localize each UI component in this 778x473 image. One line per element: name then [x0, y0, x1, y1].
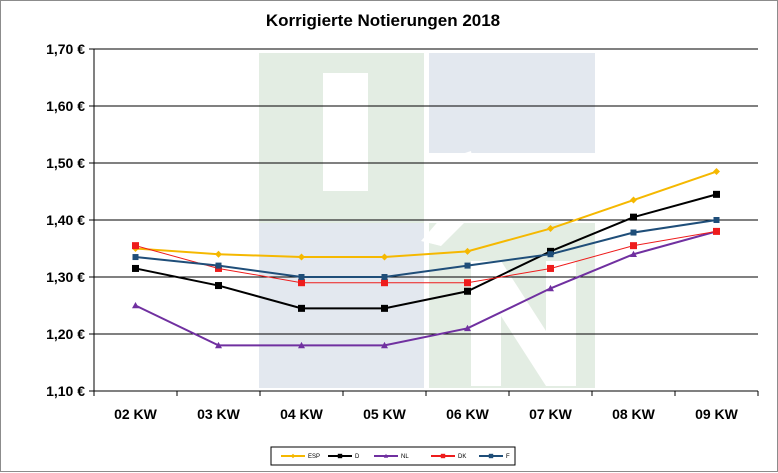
data-point-f: [464, 262, 471, 269]
legend-marker-esp: [290, 453, 296, 459]
series-line-dk: [135, 230, 717, 284]
data-point-esp: [215, 250, 222, 258]
data-point-dk: [381, 279, 388, 287]
data-point-nl: [298, 341, 305, 349]
legend: ESP D NL DK F: [270, 446, 516, 466]
data-point-nl: [132, 302, 139, 309]
x-axis-ticks: 02 KW 03 KW 04 KW 05 KW 06 KW 07 KW 08 KW 09 KW: [93, 391, 759, 422]
x-tick-label: 09 KW: [695, 406, 739, 422]
data-point-d: [381, 304, 388, 312]
data-point-d: [298, 304, 305, 312]
y-tick-label: 1,50 €: [46, 155, 85, 171]
data-point-esp: [381, 253, 388, 261]
y-axis-ticks: 1,10 € 1,20 € 1,30 € 1,40 € 1,50 € 1,60 € 1,70…: [46, 41, 94, 399]
data-point-d: [713, 190, 720, 198]
x-tick-label: 06 KW: [446, 406, 490, 422]
watermark-blue-block-top: [429, 53, 595, 153]
watermark-letter-n: [471, 261, 576, 386]
gridlines: [94, 48, 758, 392]
series-line-f: [135, 219, 717, 278]
series-esp: [132, 168, 720, 261]
series-f: [132, 217, 720, 280]
x-tick-label: 03 KW: [197, 406, 241, 422]
data-point-dk: [547, 264, 554, 272]
data-point-esp: [464, 247, 471, 255]
series-line-d: [135, 193, 717, 310]
x-tick-label: 05 KW: [363, 406, 407, 422]
legend-label-f: F: [506, 454, 510, 460]
data-point-nl: [464, 324, 471, 332]
data-point-esp: [713, 168, 720, 176]
data-point-f: [381, 274, 388, 280]
data-point-dk: [630, 242, 637, 250]
y-tick-label: 1,70 €: [46, 41, 85, 57]
chart-title: Korrigierte Notierungen 2018: [266, 11, 500, 30]
series-line-nl: [135, 230, 717, 347]
watermark-letter-s: [421, 151, 481, 246]
legend-marker-f: [488, 453, 494, 459]
data-point-f: [547, 251, 554, 258]
legend-marker-nl: [383, 453, 389, 458]
data-point-dk: [298, 279, 305, 287]
data-point-dk: [132, 242, 139, 250]
x-tick-label: 08 KW: [612, 406, 656, 422]
data-point-nl: [547, 284, 554, 292]
y-tick-label: 1,40 €: [46, 212, 85, 228]
data-point-f: [630, 229, 637, 236]
legend-label-esp: ESP: [308, 454, 320, 460]
data-point-nl: [630, 250, 637, 257]
y-tick-label: 1,20 €: [46, 326, 85, 342]
data-point-d: [464, 287, 471, 295]
data-point-d: [132, 264, 139, 272]
series-line-esp: [135, 170, 717, 259]
y-tick-label: 1,60 €: [46, 98, 85, 114]
data-point-dk: [713, 227, 720, 235]
data-point-esp: [298, 253, 305, 261]
data-point-nl: [215, 341, 222, 349]
data-point-esp: [547, 225, 554, 233]
data-point-nl: [381, 341, 388, 349]
x-tick-label: 02 KW: [114, 406, 158, 422]
series-d: [132, 190, 720, 312]
watermark-letter-i: [323, 73, 368, 191]
legend-label-d: D: [355, 454, 360, 460]
legend-label-nl: NL: [401, 454, 409, 460]
legend-label-dk: DK: [458, 454, 466, 460]
x-tick-label: 04 KW: [280, 406, 324, 422]
legend-marker-d: [337, 453, 343, 459]
data-point-f: [713, 217, 720, 223]
data-point-f: [132, 254, 139, 261]
data-point-f: [298, 274, 305, 280]
data-point-d: [630, 213, 637, 221]
data-point-f: [215, 262, 222, 269]
series-lines: [132, 168, 720, 349]
data-point-dk: [464, 279, 471, 287]
y-tick-label: 1,30 €: [46, 269, 85, 285]
data-point-esp: [630, 196, 637, 204]
x-tick-label: 07 KW: [529, 406, 573, 422]
data-point-d: [215, 282, 222, 290]
y-tick-label: 1,10 €: [46, 383, 85, 399]
legend-marker-dk: [440, 453, 446, 459]
